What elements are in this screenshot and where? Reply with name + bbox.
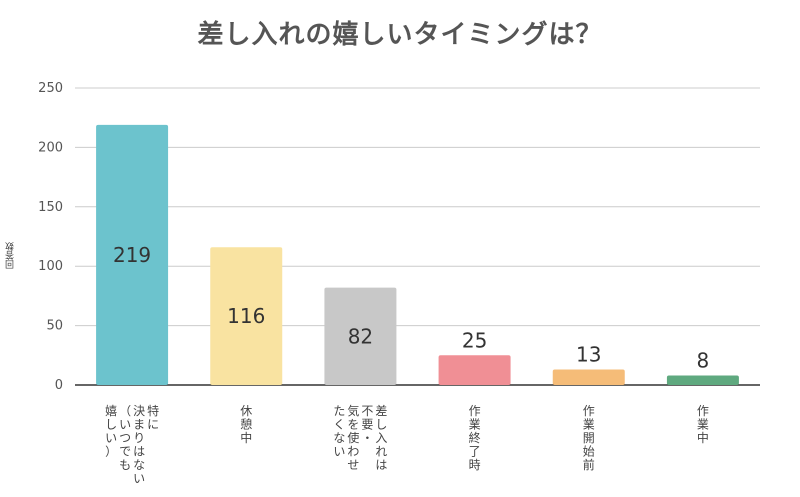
x-tick-label-char: 特 [147,403,159,418]
y-tick-label: 0 [55,378,63,393]
y-tick-label: 200 [38,140,63,155]
x-tick-label-char: 前 [583,457,595,472]
x-tick-label-char: 気 [347,403,359,418]
x-tick-label-char: ） [105,445,117,459]
x-tick-label-char: れ [375,445,387,459]
bar [552,369,625,385]
x-tick-label-char: 了 [469,445,481,459]
x-tick-label-char: い [105,431,117,445]
bar [666,375,739,385]
x-tick-label-char: も [119,458,131,472]
x-tick-label-char: し [105,418,117,432]
x-tick-label-char: 差 [375,404,387,418]
bar [324,287,397,385]
x-tick-label-char: せ [347,458,359,472]
x-tick-label-char: は [133,445,145,459]
x-tick-label-char: で [119,445,131,459]
x-tick-label-char: ・ [361,431,373,445]
x-tick-label-char: 中 [240,430,252,445]
x-tick-label-char: い [119,418,131,432]
x-tick-label-char: 使 [347,430,359,445]
x-tick-label-char: 入 [375,431,387,445]
bar [210,247,283,385]
x-tick-label-char: （ [119,404,131,418]
x-tick-label-char: く [333,418,345,432]
x-tick-label-char: わ [347,445,359,459]
x-tick-label-char: 終 [469,430,481,445]
x-tick-label-char: 作 [469,404,481,418]
x-tick-label-char: た [333,404,345,418]
y-tick-label: 150 [38,200,63,215]
data-label: 25 [462,328,487,352]
y-tick-label: 100 [38,259,63,274]
x-tick-label-char: い [133,472,145,486]
y-tick-label: 250 [38,81,63,96]
data-label: 8 [697,348,710,372]
x-tick-label-char: 決 [133,404,145,418]
x-tick-label-char: 業 [469,418,481,432]
x-tick-label-char: 作 [583,404,595,418]
x-tick-label-char: 業 [583,418,595,432]
data-label: 13 [576,343,601,367]
x-tick-label-char: 中 [697,430,709,445]
x-tick-label-char: 業 [697,418,709,432]
x-tick-label-char: 作 [697,404,709,418]
data-label: 219 [113,243,151,267]
data-label: 116 [227,304,265,328]
x-tick-label-char: 要 [361,418,373,432]
x-tick-label-char: し [375,418,387,432]
x-tick-label-char: に [147,418,159,432]
x-tick-label-char: な [133,458,145,472]
chart-title: 差し入れの嬉しいタイミングは？ [197,20,603,50]
x-tick-label-char: ま [133,418,145,432]
bar [96,124,169,385]
x-tick-label-char: 開 [583,431,595,445]
x-tick-label-char: り [133,431,145,445]
x-tick-label-char: 始 [583,445,595,459]
x-tick-label-char: は [375,458,387,472]
x-tick-label-char: を [347,418,359,432]
x-tick-label-char: い [333,445,345,459]
y-tick-label: 50 [46,319,63,334]
x-tick-label-char: 嬉 [105,404,117,418]
bar [438,355,511,385]
x-tick-label-char: 不 [361,404,373,418]
x-tick-label-char: 休 [240,404,252,418]
x-tick-label-char: な [333,431,345,445]
x-tick-label-char: つ [119,431,131,445]
x-tick-label-char: 時 [469,458,481,472]
x-tick-label-char: 憩 [240,417,252,432]
data-label: 82 [348,324,373,348]
